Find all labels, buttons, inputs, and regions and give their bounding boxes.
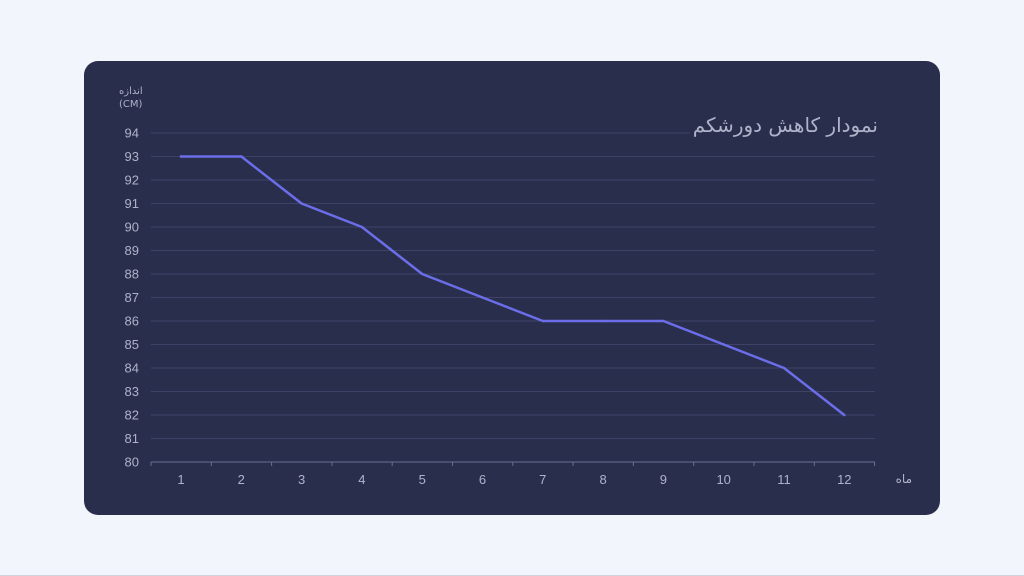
x-tick-label: 1 xyxy=(177,472,184,487)
y-tick-label: 88 xyxy=(125,267,139,282)
data-point xyxy=(179,155,183,158)
x-axis-label: ماه xyxy=(895,472,912,486)
x-tick-label: 7 xyxy=(539,472,546,487)
x-tick-label: 5 xyxy=(419,472,426,487)
y-tick-label: 85 xyxy=(125,337,139,352)
data-point xyxy=(722,343,725,346)
y-axis-label: اندازه (CM) xyxy=(119,85,159,111)
y-tick-label: 81 xyxy=(125,431,139,446)
y-tick-label: 82 xyxy=(125,408,139,423)
data-point xyxy=(421,272,424,276)
y-tick-label: 80 xyxy=(125,455,139,470)
y-tick-label: 94 xyxy=(125,126,139,141)
y-axis-label-text: اندازه xyxy=(119,86,143,97)
x-tick-label: 9 xyxy=(660,472,667,487)
data-point xyxy=(300,202,303,205)
y-tick-label: 93 xyxy=(125,149,139,164)
x-tick-label: 4 xyxy=(358,472,365,487)
x-tick-label: 11 xyxy=(777,472,791,487)
x-tick-label: 10 xyxy=(716,472,730,487)
y-tick-label: 87 xyxy=(125,290,139,305)
data-point xyxy=(782,366,786,370)
data-point xyxy=(843,413,846,417)
data-point xyxy=(481,296,484,299)
y-tick-label: 89 xyxy=(125,243,139,258)
y-tick-label: 91 xyxy=(125,196,139,211)
series-line xyxy=(179,155,846,417)
y-tick-label: 92 xyxy=(125,173,139,188)
y-tick-label: 83 xyxy=(125,384,139,399)
x-tick-label: 8 xyxy=(599,472,606,487)
y-tick-label: 90 xyxy=(125,220,139,235)
data-point xyxy=(662,319,665,323)
data-point xyxy=(360,225,364,229)
chart-title: نمودار کاهش دورشکم xyxy=(692,113,878,137)
y-tick-label: 84 xyxy=(125,361,139,376)
y-tick-label: 86 xyxy=(125,314,139,329)
x-tick-label: 6 xyxy=(479,472,486,487)
data-point xyxy=(601,319,605,323)
y-axis-label-unit: (CM) xyxy=(119,99,143,110)
x-tick-label: 12 xyxy=(837,472,851,487)
data-point xyxy=(541,319,544,323)
x-tick-label: 3 xyxy=(298,472,305,487)
x-tick-label: 2 xyxy=(238,472,245,487)
data-point xyxy=(240,155,243,158)
chart-card xyxy=(84,61,940,515)
